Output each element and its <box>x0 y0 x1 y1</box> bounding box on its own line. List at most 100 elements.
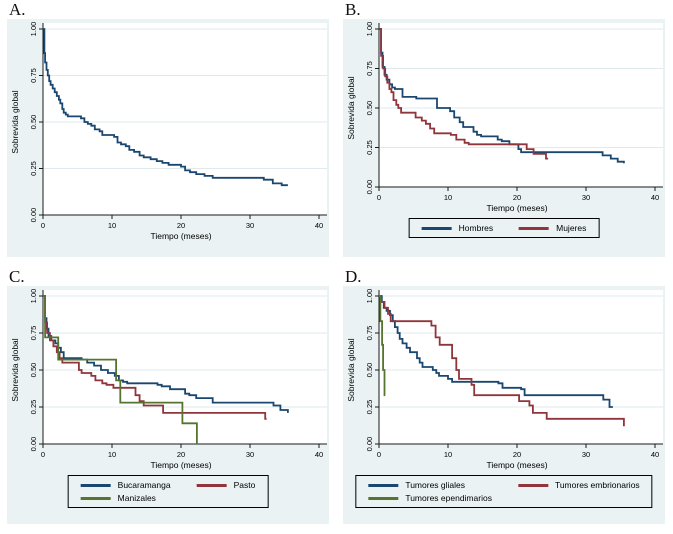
x-axis-title: Tiempo (meses) <box>150 231 211 241</box>
legend-line-sample-icon <box>196 483 227 487</box>
panel-c: C. 0.00 0.25 0.50 0.75 1.00 0 10 20 30 40 Sobrevid… <box>0 267 336 534</box>
series-mujeres <box>379 28 549 160</box>
panel-c-plot: 0.00 0.25 0.50 0.75 1.00 0 10 20 30 40 Sobrevida g… <box>7 286 329 524</box>
panel-d-label: D. <box>345 267 362 286</box>
x-tick-label: 10 <box>444 450 452 459</box>
plot-svg: 0.00 0.25 0.50 0.75 1.00 0 10 20 30 40 Sobrevida g… <box>346 289 663 470</box>
x-tick-label: 20 <box>177 450 185 459</box>
plot-svg: 0.00 0.25 0.50 0.75 1.00 0 10 20 30 40 Sobrevida g… <box>10 22 327 241</box>
x-tick-label: 20 <box>177 221 185 230</box>
panel-d-plot: 0.00 0.25 0.50 0.75 1.00 0 10 20 30 40 Sobrevida g… <box>343 286 665 524</box>
x-tick-label: 30 <box>582 193 590 202</box>
x-tick-label: 20 <box>513 450 521 459</box>
panel-d: D. 0.00 0.25 0.50 0.75 1.00 0 10 20 30 40 Sobrevid… <box>336 267 673 534</box>
legend-label: Bucaramanga <box>117 480 171 490</box>
y-axis-title: Sobrevida global <box>346 76 356 139</box>
y-tick-label: 0.75 <box>29 68 38 83</box>
y-tick-label: 0.25 <box>365 400 374 415</box>
series-tumores-ependimarios <box>379 295 386 397</box>
x-tick-label: 0 <box>41 221 45 230</box>
y-tick-label: 0.00 <box>365 180 374 195</box>
x-axis-title: Tiempo (meses) <box>150 460 211 470</box>
legend: Hombres Mujeres <box>408 218 600 238</box>
plot-area <box>43 290 327 444</box>
legend-label: Pasto <box>233 480 256 490</box>
y-tick-label: 0.75 <box>29 326 38 341</box>
y-tick-label: 0.50 <box>29 363 38 378</box>
y-tick-label: 0.25 <box>365 140 374 155</box>
legend-entry: Tumores embrionarios <box>517 480 640 490</box>
legend-label: Hombres <box>458 223 494 233</box>
legend-entry: Hombres <box>421 223 494 233</box>
y-tick-label: 0.00 <box>29 208 38 223</box>
legend-entry: Manizales <box>80 493 171 503</box>
y-tick-label: 0.25 <box>29 161 38 176</box>
legend: Bucaramanga Pasto Manizales <box>67 475 269 508</box>
plot-area <box>379 23 663 187</box>
panel-c-label: C. <box>9 267 25 286</box>
series-tumores-embrionarios <box>379 295 625 427</box>
panel-b-label: B. <box>345 0 361 19</box>
y-axis-title: Sobrevida global <box>346 338 356 401</box>
y-tick-label: 0.75 <box>365 326 374 341</box>
y-tick-label: 0.00 <box>29 437 38 452</box>
plot-area <box>43 23 327 215</box>
legend-label: Manizales <box>117 493 156 503</box>
y-axis-title: Sobrevida global <box>10 90 20 153</box>
y-tick-label: 0.50 <box>365 363 374 378</box>
panel-a-label: A. <box>9 0 26 19</box>
y-axis-title: Sobrevida global <box>10 338 20 401</box>
plot-svg: 0.00 0.25 0.50 0.75 1.00 0 10 20 30 40 Sobrevida g… <box>346 22 663 213</box>
legend-line-sample-icon <box>368 483 399 487</box>
x-tick-label: 40 <box>315 221 323 230</box>
legend-line-sample-icon <box>421 226 452 230</box>
y-tick-label: 1.00 <box>365 289 374 304</box>
y-tick-label: 1.00 <box>29 22 38 37</box>
series-sobrevida-global <box>43 28 288 187</box>
legend-line-sample-icon <box>368 496 399 500</box>
panel-a: A. 0.00 0.25 0.50 0.75 1.00 0 10 20 30 40 Sobrevid… <box>0 0 336 267</box>
x-tick-label: 10 <box>108 221 116 230</box>
x-tick-label: 40 <box>651 450 659 459</box>
x-axis-title: Tiempo (meses) <box>486 460 547 470</box>
y-tick-label: 0.50 <box>365 101 374 116</box>
x-tick-label: 0 <box>377 193 381 202</box>
legend-entry: Mujeres <box>519 223 586 233</box>
x-tick-label: 40 <box>651 193 659 202</box>
legend-line-sample-icon <box>80 483 111 487</box>
legend-entry: Bucaramanga <box>80 480 171 490</box>
series-manizales <box>43 295 198 444</box>
legend-entry: Tumores gliales <box>368 480 492 490</box>
x-axis-title: Tiempo (meses) <box>486 203 547 213</box>
legend-line-sample-icon <box>519 226 550 230</box>
x-tick-label: 0 <box>41 450 45 459</box>
y-tick-label: 0.75 <box>365 61 374 76</box>
x-tick-label: 40 <box>315 450 323 459</box>
legend-label: Mujeres <box>556 223 587 233</box>
panel-b-plot: 0.00 0.25 0.50 0.75 1.00 0 10 20 30 40 Sobrevida g… <box>343 19 665 257</box>
series-hombres <box>379 28 625 164</box>
series-bucaramanga <box>43 295 289 413</box>
y-tick-label: 0.25 <box>29 400 38 415</box>
legend-line-sample-icon <box>517 483 548 487</box>
x-tick-label: 10 <box>444 193 452 202</box>
series-pasto <box>43 295 267 420</box>
x-tick-label: 30 <box>582 450 590 459</box>
legend-line-sample-icon <box>80 496 111 500</box>
y-tick-label: 0.00 <box>365 437 374 452</box>
legend: Tumores gliales Tumores embrionarios Tumor… <box>355 475 653 508</box>
legend-label: Tumores ependimarios <box>405 493 492 503</box>
plot-svg: 0.00 0.25 0.50 0.75 1.00 0 10 20 30 40 Sobrevida g… <box>10 289 327 470</box>
legend-label: Tumores gliales <box>405 480 466 490</box>
legend-entry: Tumores ependimarios <box>368 493 492 503</box>
y-tick-label: 1.00 <box>29 289 38 304</box>
panel-b: B. 0.00 0.25 0.50 0.75 1.00 0 10 20 30 40 Sobrevid… <box>336 0 673 267</box>
y-tick-label: 0.50 <box>29 115 38 130</box>
x-tick-label: 30 <box>246 221 254 230</box>
legend-label: Tumores embrionarios <box>554 480 640 490</box>
x-tick-label: 20 <box>513 193 521 202</box>
panel-a-plot: 0.00 0.25 0.50 0.75 1.00 0 10 20 30 40 Sobrevida g… <box>7 19 329 257</box>
x-tick-label: 30 <box>246 450 254 459</box>
y-tick-label: 1.00 <box>365 22 374 37</box>
